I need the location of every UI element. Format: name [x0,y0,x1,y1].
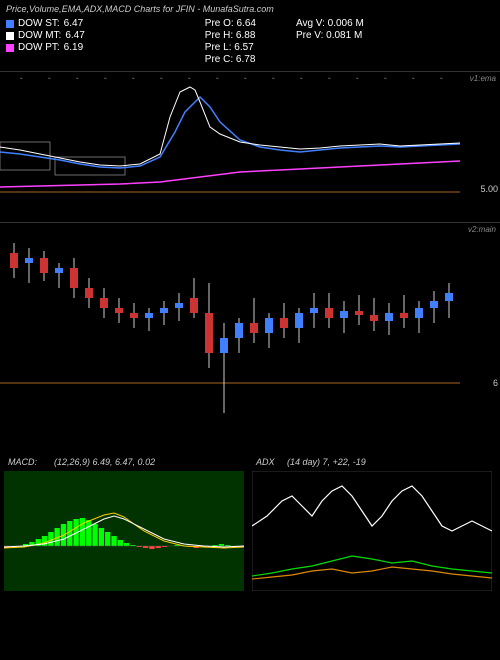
candle-axis-label: 6 [493,378,498,388]
adx-chart-svg [252,471,492,591]
legend-box-st [6,20,14,28]
adx-panel: ADX (14 day) 7, +22, -19 [252,471,496,591]
pre-l: Pre L: 6.57 [205,42,256,53]
svg-text:ˆ: ˆ [104,77,107,86]
pre-o: Pre O: 6.64 [205,18,256,29]
pre-info: Pre O: 6.64 Pre H: 6.88 Pre L: 6.57 Pre … [205,18,256,65]
svg-text:ˆ: ˆ [48,77,51,86]
svg-text:ˆ: ˆ [412,77,415,86]
svg-text:ˆ: ˆ [20,77,23,86]
chart-header: Price,Volume,EMA,ADX,MACD Charts for JFI… [0,0,500,18]
legend-label-pt: DOW PT: [18,42,60,53]
volume-info: Avg V: 0.006 M Pre V: 0.081 M [296,18,364,65]
macd-chart-svg [4,471,244,591]
pre-h: Pre H: 6.88 [205,30,256,41]
legend-dow-pt: DOW PT: 6.19 [6,42,85,53]
macd-params: (12,26,9) 6.49, 6.47, 0.02 [54,457,155,467]
dow-legend: DOW ST: 6.47 DOW MT: 6.47 DOW PT: 6.19 [6,18,85,65]
legend-value-st: 6.47 [64,18,83,29]
svg-text:ˆ: ˆ [188,77,191,86]
legend-label-st: DOW ST: [18,18,60,29]
svg-text:ˆ: ˆ [244,77,247,86]
svg-text:ˆ: ˆ [440,77,443,86]
legend-dow-mt: DOW MT: 6.47 [6,30,85,41]
svg-text:ˆ: ˆ [216,77,219,86]
legend-box-mt [6,32,14,40]
svg-text:ˆ: ˆ [356,77,359,86]
ema-panel-label: v1:ema [470,74,496,83]
candle-panel-label: v2:main [468,225,496,234]
adx-label: ADX [256,457,275,467]
svg-text:ˆ: ˆ [300,77,303,86]
pre-c: Pre C: 6.78 [205,54,256,65]
svg-text:ˆ: ˆ [328,77,331,86]
bottom-panels: MACD: (12,26,9) 6.49, 6.47, 0.02 ADX (14… [0,471,500,591]
legend-value-mt: 6.47 [65,30,84,41]
ema-axis-label: 5.00 [480,184,498,194]
legend-value-pt: 6.19 [64,42,83,53]
pre-v: Pre V: 0.081 M [296,30,364,41]
ema-chart-panel: v1:ema ˆ ˆ ˆ ˆ ˆ ˆ ˆ ˆ ˆ ˆ ˆ ˆ ˆ ˆ ˆ ˆ 5.00 [0,71,500,222]
candle-chart-svg [0,223,500,453]
svg-text:ˆ: ˆ [76,77,79,86]
svg-text:ˆ: ˆ [272,77,275,86]
svg-text:ˆ: ˆ [160,77,163,86]
legend-label-mt: DOW MT: [18,30,61,41]
macd-panel: MACD: (12,26,9) 6.49, 6.47, 0.02 [4,471,248,591]
macd-label: MACD: [8,457,37,467]
svg-text:ˆ: ˆ [384,77,387,86]
svg-text:ˆ: ˆ [132,77,135,86]
legend-box-pt [6,44,14,52]
ema-chart-svg: ˆˆˆˆˆˆˆˆˆˆˆˆˆˆˆˆ [0,72,500,222]
legend-row: DOW ST: 6.47 DOW MT: 6.47 DOW PT: 6.19 P… [0,18,500,65]
adx-params: (14 day) 7, +22, -19 [287,457,366,467]
avg-v: Avg V: 0.006 M [296,18,364,29]
legend-dow-st: DOW ST: 6.47 [6,18,85,29]
candle-chart-panel: v2:main 6 [0,222,500,453]
